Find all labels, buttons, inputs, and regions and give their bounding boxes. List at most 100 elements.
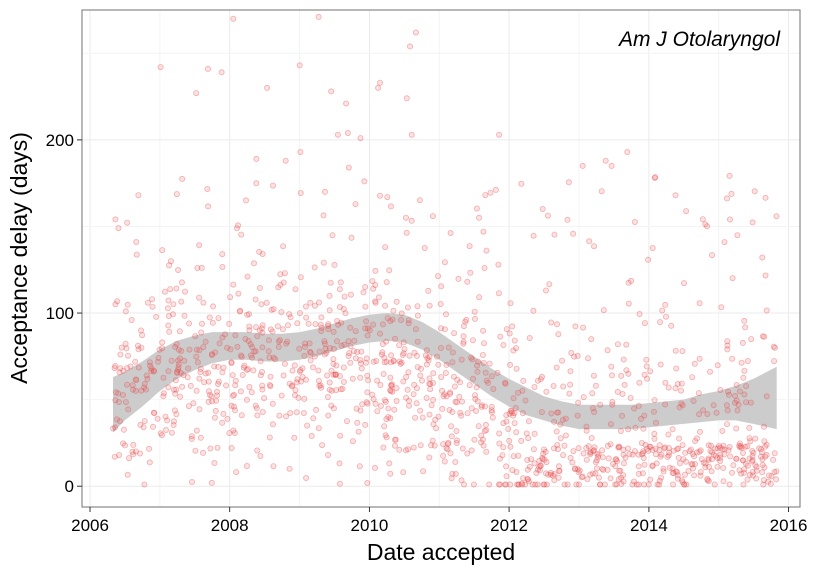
data-point — [652, 174, 659, 181]
data-point — [363, 399, 370, 406]
data-point — [352, 201, 359, 208]
data-point — [390, 357, 397, 364]
journal-annotation: Am J Otolaryngol — [617, 28, 781, 51]
data-point — [633, 481, 640, 488]
data-point — [349, 375, 356, 382]
data-point — [259, 408, 266, 415]
data-point — [620, 478, 627, 485]
data-point — [468, 405, 475, 412]
data-point — [530, 446, 537, 453]
data-point — [509, 323, 516, 330]
data-point — [725, 388, 732, 395]
data-point — [500, 341, 507, 348]
data-point — [374, 377, 381, 384]
data-point — [714, 445, 721, 452]
data-point — [307, 299, 314, 306]
data-point — [320, 259, 327, 266]
data-point — [676, 404, 683, 411]
data-point — [674, 469, 681, 476]
data-point — [188, 478, 195, 485]
data-point — [695, 390, 702, 397]
data-point — [503, 418, 510, 425]
data-point — [560, 452, 567, 459]
data-point — [148, 365, 155, 372]
data-point — [449, 470, 456, 477]
data-point — [372, 299, 379, 306]
data-point — [276, 337, 283, 344]
data-point — [539, 454, 546, 461]
data-point — [282, 157, 289, 164]
data-point — [312, 321, 319, 328]
data-point — [325, 322, 332, 329]
data-point — [719, 446, 726, 453]
data-point — [719, 427, 726, 434]
data-point — [418, 377, 425, 384]
data-point — [265, 337, 272, 344]
data-point — [193, 353, 200, 360]
data-point — [205, 388, 212, 395]
data-point — [739, 457, 746, 464]
data-point — [358, 348, 365, 355]
data-point — [333, 362, 340, 369]
data-point — [547, 469, 554, 476]
data-point — [570, 448, 577, 455]
data-point — [442, 369, 449, 376]
data-point — [162, 426, 169, 433]
data-point — [129, 382, 136, 389]
data-point — [508, 409, 515, 416]
data-point — [165, 384, 172, 391]
data-point — [340, 364, 347, 371]
data-point — [579, 473, 586, 480]
data-point — [385, 405, 392, 412]
data-point — [691, 453, 698, 460]
data-point — [714, 463, 721, 470]
data-point — [496, 440, 503, 447]
data-point — [291, 392, 298, 399]
data-point — [343, 418, 350, 425]
data-point — [573, 481, 580, 488]
data-point — [215, 378, 222, 385]
data-point — [427, 442, 434, 449]
data-point — [301, 352, 308, 359]
data-point — [178, 298, 185, 305]
data-point — [580, 324, 587, 331]
data-point — [141, 384, 148, 391]
data-point — [507, 481, 514, 488]
data-point — [147, 362, 154, 369]
data-point — [158, 432, 165, 439]
data-point — [237, 388, 244, 395]
data-point — [396, 358, 403, 365]
data-point — [256, 327, 263, 334]
data-point — [194, 264, 201, 271]
data-point — [400, 350, 407, 357]
data-point — [233, 225, 240, 232]
data-point — [277, 281, 284, 288]
data-point — [269, 182, 276, 189]
data-point — [345, 338, 352, 345]
data-point — [478, 403, 485, 410]
data-point — [524, 456, 531, 463]
data-point — [652, 445, 659, 452]
data-point — [270, 354, 277, 361]
data-point — [651, 397, 658, 404]
data-point — [679, 477, 686, 484]
data-point — [526, 334, 533, 341]
data-point — [753, 463, 760, 470]
data-point — [267, 383, 274, 390]
data-point — [155, 354, 162, 361]
data-point — [724, 195, 731, 202]
data-point — [230, 15, 237, 22]
data-point — [670, 447, 677, 454]
data-point — [364, 479, 371, 486]
data-point — [518, 180, 525, 187]
data-point — [301, 343, 308, 350]
data-point — [488, 403, 495, 410]
data-point — [739, 339, 746, 346]
data-point — [467, 269, 474, 276]
data-point — [541, 456, 548, 463]
data-point — [211, 363, 218, 370]
data-point — [254, 412, 261, 419]
data-point — [554, 321, 561, 328]
data-point — [641, 371, 648, 378]
data-point — [590, 405, 597, 412]
